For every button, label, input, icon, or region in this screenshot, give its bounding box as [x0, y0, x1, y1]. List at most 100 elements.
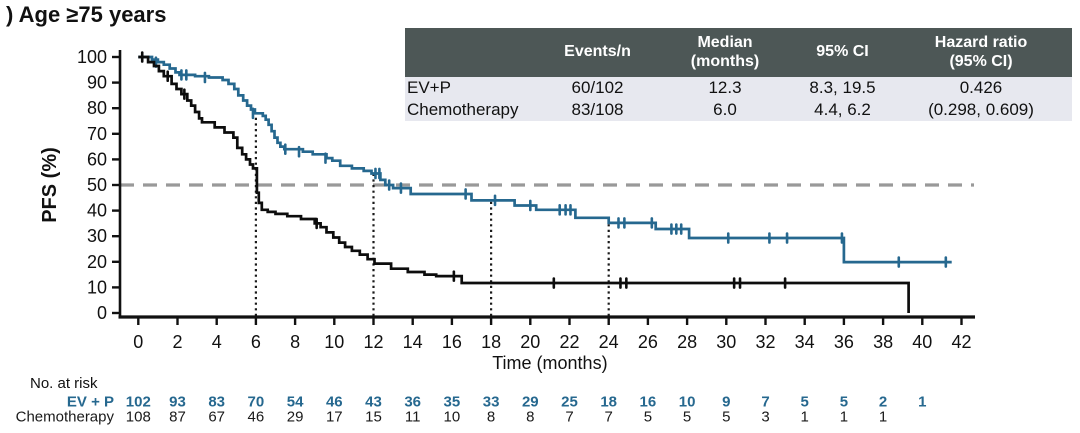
x-tick-label: 40 [912, 332, 932, 352]
at-risk-count: 11 [405, 409, 421, 426]
x-tick-label: 6 [251, 332, 261, 352]
at-risk-count: 8 [526, 409, 534, 426]
at-risk-count: 1 [801, 409, 809, 426]
x-tick-label: 24 [599, 332, 619, 352]
at-risk-count: 35 [444, 394, 461, 411]
x-tick-label: 30 [716, 332, 736, 352]
x-tick-label: 8 [290, 332, 300, 352]
evp-median: 12.3 [708, 78, 742, 97]
results-table-header-row: Events/n Median (months) 95% CI Hazard r… [405, 28, 1072, 77]
at-risk-count: 1 [840, 409, 848, 426]
y-tick-label: 70 [87, 124, 107, 144]
at-risk-count: 87 [169, 409, 186, 426]
at-risk-count: 2 [879, 394, 887, 411]
x-tick-label: 16 [442, 332, 462, 352]
x-tick-label: 20 [520, 332, 540, 352]
at-risk-count: 36 [404, 394, 421, 411]
results-table-body: EV+P 60/102 12.3 8.3, 19.5 0.426 Chemoth… [405, 77, 1072, 121]
at-risk-count: 54 [287, 394, 304, 411]
y-tick-label: 80 [87, 98, 107, 118]
at-risk-count: 5 [722, 409, 730, 426]
y-tick-label: 30 [87, 226, 107, 246]
at-risk-count: 29 [287, 409, 304, 426]
x-tick-label: 42 [951, 332, 971, 352]
at-risk-count: 7 [565, 409, 573, 426]
row-label-chemotherapy: Chemotherapy [407, 100, 519, 119]
y-tick-label: 40 [87, 201, 107, 221]
evp-95-ci: 8.3, 19.5 [809, 78, 876, 97]
x-tick-label: 22 [559, 332, 579, 352]
header-hazard-ratio: Hazard ratio (95% CI) [934, 34, 1028, 70]
at-risk-count: 5 [644, 409, 652, 426]
x-tick-label: 32 [755, 332, 775, 352]
at-risk-count: 83 [208, 394, 225, 411]
y-tick-label: 90 [87, 73, 107, 93]
at-risk-count: 15 [365, 409, 382, 426]
table-row-chemotherapy: Chemotherapy 83/108 6.0 4.4, 6.2 (0.298,… [405, 99, 1072, 121]
at-risk-count: 108 [126, 409, 151, 426]
at-risk-count: 9 [722, 394, 730, 411]
x-tick-label: 34 [795, 332, 815, 352]
at-risk-count: 5 [840, 394, 848, 411]
at-risk-count: 7 [761, 394, 769, 411]
y-tick-label: 100 [77, 47, 107, 67]
at-risk-count: 7 [605, 409, 613, 426]
header-95-ci: 95% CI [816, 43, 869, 61]
x-tick-label: 14 [403, 332, 423, 352]
panel-title: ) Age ≥75 years [6, 2, 167, 27]
header-median-months: Median (months) [690, 34, 760, 70]
x-tick-label: 10 [324, 332, 344, 352]
x-tick-label: 38 [873, 332, 893, 352]
chemo-median: 6.0 [713, 100, 737, 119]
at-risk-count: 93 [169, 394, 186, 411]
at-risk-count: 10 [679, 394, 696, 411]
at-risk-group-label-chemotherapy: Chemotherapy [16, 409, 115, 426]
x-tick-label: 18 [481, 332, 501, 352]
evp-hazard-ratio: 0.426 [959, 78, 1003, 97]
y-tick-label: 10 [87, 277, 107, 297]
at-risk-count: 102 [126, 394, 151, 411]
at-risk-count: 67 [208, 409, 225, 426]
header-group [405, 28, 540, 77]
at-risk-count: 1 [879, 409, 887, 426]
y-tick-label: 60 [87, 149, 107, 169]
at-risk-title: No. at risk [30, 375, 98, 392]
at-risk-count: 1 [918, 394, 926, 411]
at-risk-count: 5 [801, 394, 809, 411]
at-risk-count: 16 [640, 394, 657, 411]
evp-events-n: 60/102 [571, 78, 624, 97]
at-risk-count: 3 [761, 409, 769, 426]
at-risk-count: 18 [600, 394, 617, 411]
at-risk-count: 43 [365, 394, 382, 411]
x-tick-label: 28 [677, 332, 697, 352]
at-risk-group-label-ev-p: EV + P [67, 394, 114, 411]
x-tick-label: 12 [363, 332, 383, 352]
chemo-95-ci: 4.4, 6.2 [814, 100, 871, 119]
x-axis-title: Time (months) [492, 353, 607, 373]
results-table: Events/n Median (months) 95% CI Hazard r… [405, 28, 1072, 121]
at-risk-count: 8 [487, 409, 495, 426]
chemo-hazard-ratio: (0.298, 0.609) [928, 100, 1034, 119]
at-risk-count: 70 [248, 394, 265, 411]
at-risk-count: 33 [483, 394, 500, 411]
y-tick-label: 50 [87, 175, 107, 195]
x-tick-label: 0 [133, 332, 143, 352]
at-risk-count: 17 [326, 409, 343, 426]
at-risk-count: 29 [522, 394, 539, 411]
at-risk-count: 10 [444, 409, 461, 426]
km-curve-ev-p [138, 55, 952, 264]
row-label-evp: EV+P [407, 78, 451, 97]
at-risk-count: 46 [326, 394, 343, 411]
table-row-evp: EV+P 60/102 12.3 8.3, 19.5 0.426 [405, 77, 1072, 99]
y-tick-label: 20 [87, 252, 107, 272]
x-tick-label: 36 [834, 332, 854, 352]
at-risk-count: 5 [683, 409, 691, 426]
y-tick-label: 0 [97, 303, 107, 323]
header-events-n: Events/n [564, 43, 631, 61]
x-tick-label: 26 [638, 332, 658, 352]
x-tick-label: 2 [172, 332, 182, 352]
at-risk-count: 46 [248, 409, 265, 426]
at-risk-count: 25 [561, 394, 578, 411]
y-axis-title: PFS (%) [39, 147, 61, 223]
